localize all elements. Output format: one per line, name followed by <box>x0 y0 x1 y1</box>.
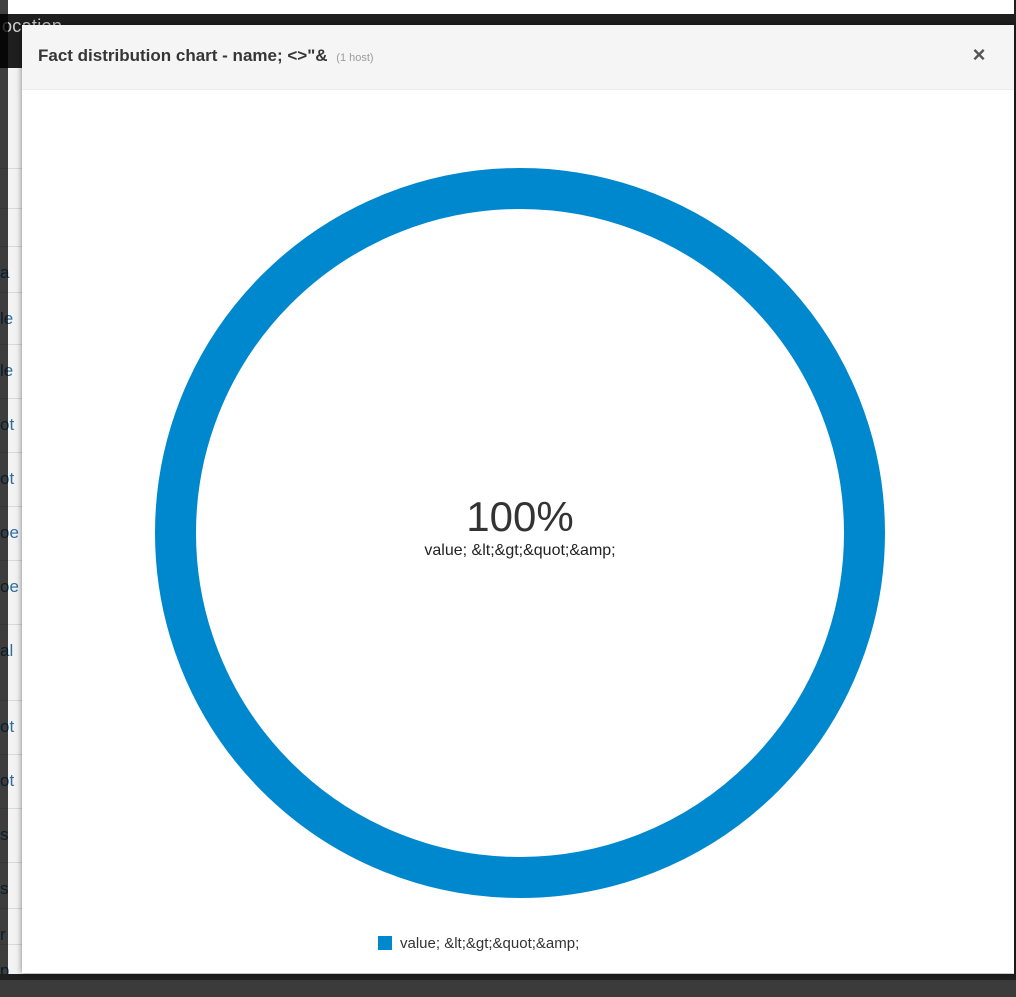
table-row <box>0 168 28 221</box>
center-label: value; &lt;&gt;&quot;&amp; <box>424 542 615 559</box>
modal-backdrop-edge <box>0 974 1016 980</box>
table-row <box>0 208 28 261</box>
close-icon[interactable]: × <box>972 42 986 67</box>
legend-label[interactable]: value; &lt;&gt;&quot;&amp; <box>400 935 580 952</box>
modal-header: Fact distribution chart - name; <>"& (1 … <box>22 25 1014 90</box>
host-count: (1 host) <box>336 52 374 64</box>
legend-swatch <box>378 936 392 950</box>
fact-chart-modal: Fact distribution chart - name; <>"& (1 … <box>22 25 1014 973</box>
donut-slice[interactable] <box>155 168 885 898</box>
modal-backdrop[interactable] <box>0 0 8 980</box>
modal-title-text: Fact distribution chart - name; <>"& <box>38 46 328 65</box>
chart-legend: value; &lt;&gt;&quot;&amp; <box>378 935 579 955</box>
modal-backdrop-edge <box>1014 0 1016 980</box>
donut-chart-svg: 100% value; &lt;&gt;&quot;&amp; <box>155 168 885 898</box>
modal-title: Fact distribution chart - name; <>"& (1 … <box>38 46 374 66</box>
donut-chart: 100% value; &lt;&gt;&quot;&amp; value; &l… <box>22 89 1014 973</box>
center-value: 100% <box>466 493 573 540</box>
